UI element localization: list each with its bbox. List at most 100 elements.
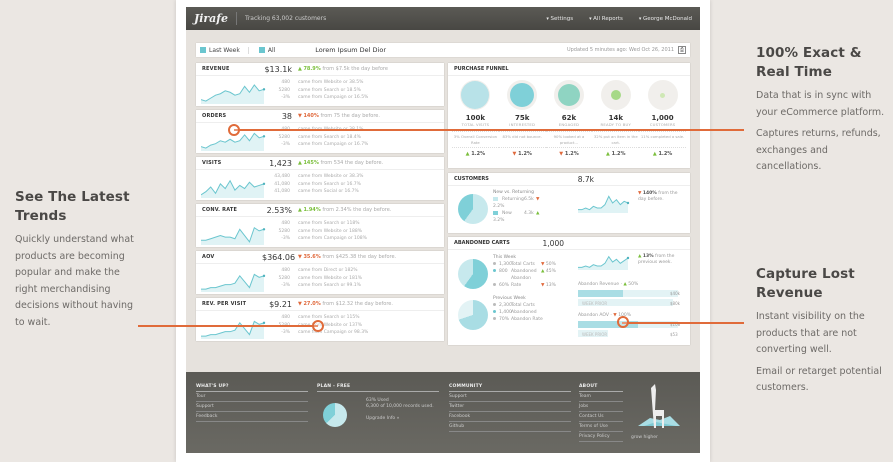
footer-community: COMMUNITY Support Twitter Facebook Github [449, 384, 571, 432]
sparkline-area [201, 84, 264, 104]
sparkline-area [578, 196, 628, 213]
period-filter[interactable]: Last Week [200, 46, 249, 54]
metric-name: VISITS [202, 160, 222, 166]
funnel-value: 100k [465, 114, 486, 122]
bar-prev-value: $80k [670, 300, 680, 306]
funnel-step[interactable]: 62k ENGAGED 90% looked at a product... ▼… [545, 80, 593, 157]
plan-detail: 6,300 of 10,000 records used. [366, 404, 434, 409]
metric-card-rev-per-visit[interactable]: REV. PER VISIT $9.21 ▼ 27.0% from $12.32… [196, 298, 444, 341]
metric-name: ORDERS [202, 113, 227, 119]
footer-link[interactable]: Support [196, 402, 308, 412]
funnel-label: TOTAL VISITS [461, 122, 490, 127]
trend-note: from the day before. [638, 191, 678, 202]
customers-trend: ▼ 140% from the day before. [638, 191, 686, 203]
footer-link[interactable]: Terms of Use [579, 422, 623, 432]
breakdown-label: came from Social or 16.7% [298, 189, 359, 194]
segment-filter[interactable]: All [258, 47, 275, 54]
funnel-step[interactable]: 75k INTERESTED 83% did not bounce. ▼ 1.2… [498, 80, 546, 157]
arrow-down-icon: ▼ [298, 301, 302, 307]
arrow-down-icon: ▼ [638, 191, 642, 196]
metric-card-revenue[interactable]: REVENUE $13.1k ▲ 78.9% from $7.5k the da… [196, 63, 444, 106]
customers-sparkline [578, 195, 630, 213]
breakdown-row: 480 came from Search or 118% [266, 220, 367, 228]
funnel-steps: 100k TOTAL VISITS 3% Overall Conversion … [448, 76, 690, 157]
breakdown-label: came from Search or 99.1% [298, 283, 361, 288]
metric-change: ▲ 1.94% from 2.34% the day before. [298, 207, 391, 213]
change-pct: 13% [545, 283, 556, 288]
legend-label: Abandon Rate [511, 276, 532, 288]
plan-used-pct: 63% Used [366, 398, 389, 403]
footer-link[interactable]: Tour [196, 392, 308, 402]
breakdown-value: 5280 [278, 134, 290, 140]
arrow-down-icon: ▼ [541, 262, 545, 267]
screenshot-frame: Jirafe Tracking 63,002 customers Setting… [176, 0, 710, 462]
funnel-step[interactable]: 14k READY TO BUY 32% put an item in the … [592, 80, 640, 157]
metric-card-conv-rate[interactable]: CONV. RATE 2.53% ▲ 1.94% from 2.34% the … [196, 204, 444, 247]
breakdown-label: came from Campaign or 98.3% [298, 330, 369, 335]
change-pct: 1.2% [471, 151, 486, 157]
nav-settings[interactable]: Settings [546, 16, 574, 22]
breakdown-value: 480 [281, 80, 290, 85]
legend-label: Abandoned [511, 269, 537, 274]
footer-link[interactable]: Team [579, 392, 623, 402]
sparkline-area [201, 133, 264, 151]
footer-link[interactable]: Facebook [449, 412, 571, 422]
funnel-fill [461, 81, 490, 109]
sparkline-endpoint [262, 228, 266, 231]
arrow-down-icon: ▼ [298, 254, 302, 260]
sparkline-line [201, 132, 265, 149]
purchase-funnel-card: PURCHASE FUNNEL 100k TOTAL VISITS 3% Ove… [448, 63, 690, 168]
change-pct: 100% [618, 313, 632, 318]
bar-title: Abandon Revenue · ▲ 50% [578, 282, 639, 287]
logo[interactable]: Jirafe [194, 12, 238, 25]
footer-link[interactable]: Twitter [449, 402, 571, 412]
bar-prev-value: $53 [670, 331, 678, 337]
arrow-up-icon: ▲ [298, 160, 302, 166]
callout-body: Data that is in sync with your eCommerce… [756, 90, 885, 118]
sparkline-endpoint [262, 88, 266, 91]
giraffe-logo-icon [638, 384, 680, 428]
legend-dot [493, 269, 496, 272]
footer-link[interactable]: Github [449, 422, 571, 432]
nav-all-reports[interactable]: All Reports [589, 16, 623, 22]
footer-link[interactable]: Jobs [579, 402, 623, 412]
footer-link[interactable]: Support [449, 392, 571, 402]
card-title: ABANDONED CARTS [454, 240, 510, 246]
plan-usage-pie [323, 403, 347, 427]
breakdown-row: 5280 came from Search or 18.4% [266, 134, 368, 142]
breakdown-label: came from Search or 115% [298, 315, 360, 320]
footer-link[interactable]: Contact Us [579, 412, 623, 422]
nav-user-menu[interactable]: George McDonald [639, 16, 692, 22]
print-icon[interactable]: ⎙ [678, 46, 686, 54]
metric-sparkline [201, 320, 266, 339]
breakdown-label: came from Direct or 182% [298, 268, 358, 273]
legend-label: Abandoned [511, 310, 537, 315]
indicator-line-trends [138, 325, 318, 327]
carts-sparkline [578, 255, 630, 270]
legend-swatch [493, 196, 498, 201]
legend-title: Previous Week [493, 296, 526, 301]
metric-change: ▲ 78.9% from $7.5k the day before [298, 66, 388, 72]
updated-timestamp: Updated 5 minutes ago: Wed Oct 26, 2011 [566, 47, 674, 53]
funnel-step[interactable]: 1,000 CUSTOMERS 11% completed a sale. ▲ … [639, 80, 686, 157]
plan-title: PLAN - FREE [317, 384, 439, 392]
metric-breakdown: 43,480 came from Website or 38.3% 41,080 ca… [266, 173, 363, 196]
metric-change: ▼ 140% from 75 the day before. [298, 113, 380, 119]
sparkline-endpoint [262, 274, 266, 278]
sparkline-endpoint [626, 256, 630, 260]
metric-card-visits[interactable]: VISITS 1,423 ▲ 145% from 534 the day bef… [196, 157, 444, 200]
upgrade-link[interactable]: Upgrade Info » [366, 416, 400, 421]
breakdown-value: -3% [281, 330, 290, 335]
metric-change: ▲ 145% from 534 the day before. [298, 160, 383, 166]
legend-value: 800 [499, 269, 508, 274]
funnel-value: 75k [514, 114, 530, 122]
funnel-change: ▼ 1.2% [545, 147, 593, 157]
footer-link[interactable]: Feedback [196, 412, 308, 422]
change-note: from 75 the day before. [320, 113, 380, 119]
breakdown-label: came from Website or 181% [298, 275, 362, 281]
metric-card-aov[interactable]: AOV $364.06 ▼ 35.6% from $425.38 the day… [196, 251, 444, 294]
funnel-step[interactable]: 100k TOTAL VISITS 3% Overall Conversion … [452, 80, 499, 157]
breakdown-row: 41,080 came from Search or 16.7% [266, 181, 363, 189]
footer-link[interactable]: Privacy Policy [579, 432, 623, 442]
sparkline-endpoint [626, 201, 630, 205]
